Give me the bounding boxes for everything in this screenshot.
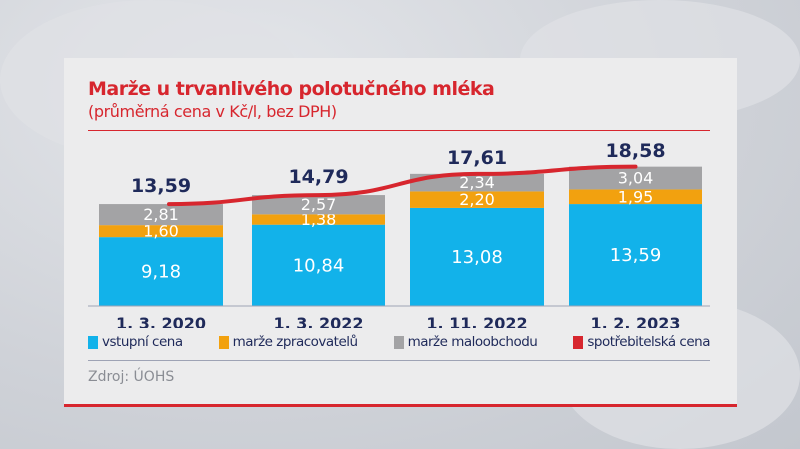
data-label: 2,57 bbox=[301, 195, 337, 214]
legend-item-marze-zpracovatelu: marže zpracovatelů bbox=[218, 334, 359, 350]
x-tick-label: 1. 3. 2022 bbox=[273, 314, 363, 328]
legend-label: vstupní cena bbox=[102, 334, 183, 350]
legend-swatch bbox=[393, 335, 404, 349]
data-label: 2,20 bbox=[459, 190, 495, 209]
data-label: 9,18 bbox=[141, 262, 181, 283]
data-label: 1,38 bbox=[301, 210, 337, 229]
line-data-label: 18,58 bbox=[605, 140, 665, 162]
consumer-price-line bbox=[167, 164, 638, 207]
data-label: 13,08 bbox=[451, 247, 503, 268]
legend-swatch bbox=[88, 335, 98, 349]
bar-segment-2 bbox=[99, 204, 223, 226]
legend-swatch bbox=[218, 335, 229, 349]
legend-label: marže zpracovatelů bbox=[232, 334, 359, 350]
data-label: 1,95 bbox=[618, 187, 654, 206]
chart-title: Marže u trvanlivého polotučného mléka bbox=[88, 78, 495, 100]
legend-item-vstupni-cena: vstupní cena bbox=[88, 334, 183, 350]
x-tick-label: 1. 3. 2020 bbox=[116, 314, 206, 328]
legend-label: spotřebitelská cena bbox=[587, 334, 710, 350]
bar-segment-0 bbox=[410, 207, 544, 306]
bar-segment-0 bbox=[99, 237, 223, 306]
data-label: 2,34 bbox=[459, 173, 495, 192]
chart-card: Marže u trvanlivého polotučného mléka (p… bbox=[64, 58, 737, 407]
data-label: 10,84 bbox=[293, 255, 345, 276]
legend: vstupní cena marže zpracovatelů marže ma… bbox=[88, 334, 710, 350]
bar-segment-2 bbox=[569, 166, 702, 190]
title-divider bbox=[88, 130, 710, 131]
bar-segment-2 bbox=[410, 173, 544, 192]
bar-segment-0 bbox=[569, 204, 702, 306]
chart-plot: 9,18 1,602,81 1. 3. 2020 10,84 1,382,57 1. 3.… bbox=[88, 140, 710, 328]
bar-segment-1 bbox=[410, 191, 544, 208]
legend-item-marze-maloobchodu: marže maloobchodu bbox=[393, 334, 538, 350]
legend-item-spotrebitelska-cena: spotřebitelská cena bbox=[573, 334, 710, 350]
line-data-label: 13,59 bbox=[131, 175, 191, 197]
x-tick-label: 1. 2. 2023 bbox=[590, 314, 680, 328]
bar-segment-2 bbox=[252, 195, 385, 215]
data-label: 1,60 bbox=[143, 222, 179, 241]
data-label: 3,04 bbox=[618, 169, 654, 188]
data-label: 2,81 bbox=[143, 205, 179, 224]
legend-label: marže maloobchodu bbox=[407, 334, 538, 350]
chart-subtitle: (průměrná cena v Kč/l, bez DPH) bbox=[88, 102, 337, 121]
bar-segment-1 bbox=[569, 189, 702, 205]
bar-segment-1 bbox=[99, 225, 223, 238]
bar-segment-0 bbox=[252, 224, 385, 306]
data-label: 13,59 bbox=[610, 245, 662, 266]
line-data-label: 14,79 bbox=[288, 166, 348, 188]
x-tick-label: 1. 11. 2022 bbox=[426, 314, 527, 328]
source-note: Zdroj: ÚOHS bbox=[88, 369, 175, 385]
legend-divider bbox=[88, 360, 710, 361]
bar-segment-1 bbox=[252, 214, 385, 225]
line-data-label: 17,61 bbox=[447, 147, 507, 169]
legend-swatch bbox=[573, 335, 584, 349]
